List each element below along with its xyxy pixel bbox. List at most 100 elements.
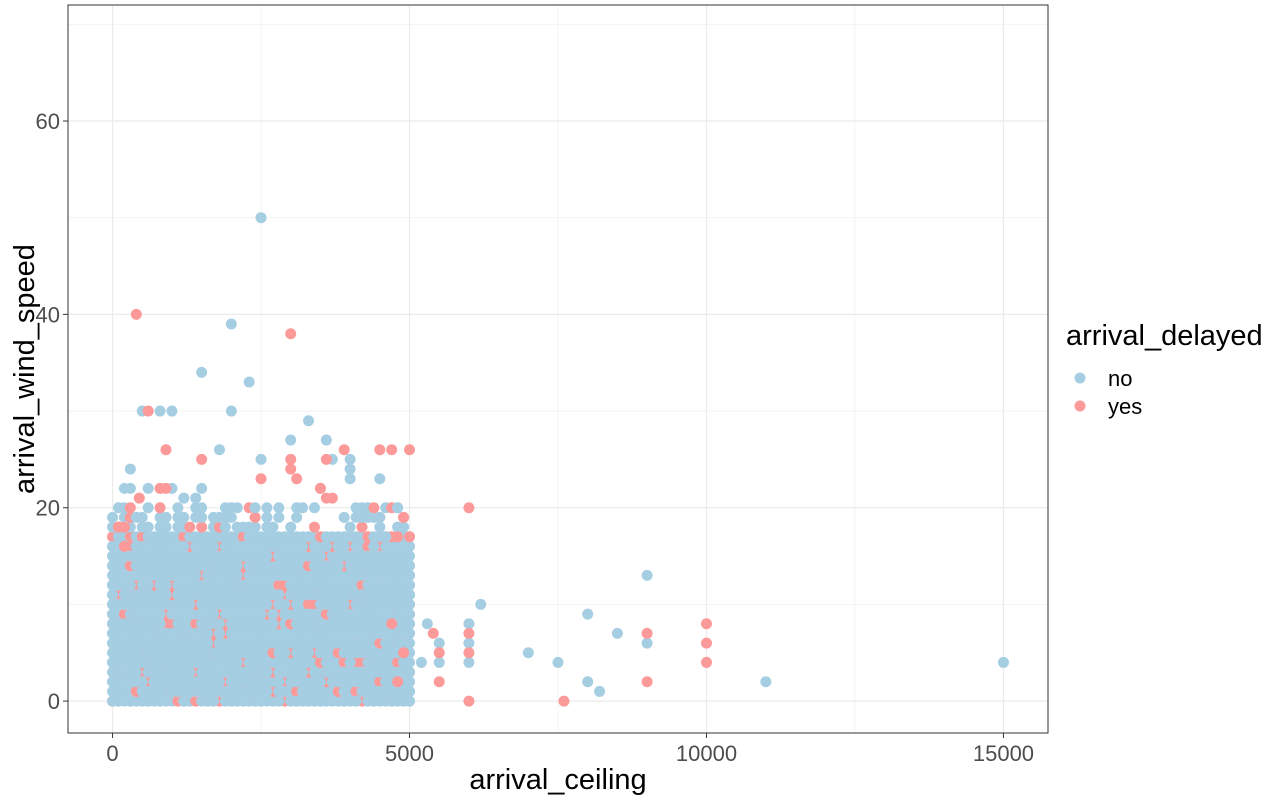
point-no	[130, 647, 142, 659]
point-no	[338, 685, 350, 697]
point-no	[374, 685, 386, 697]
point-no	[136, 676, 148, 688]
point-no	[124, 618, 136, 630]
point-no	[338, 589, 350, 601]
point-no	[398, 656, 410, 668]
point-no	[582, 676, 594, 688]
point-yes	[255, 473, 267, 485]
point-yes	[154, 502, 166, 514]
point-no	[421, 618, 433, 630]
point-no	[314, 676, 326, 688]
point-no	[237, 618, 249, 630]
point-yes	[398, 511, 410, 523]
point-yes	[463, 695, 475, 707]
point-no	[124, 579, 136, 591]
point-no	[404, 589, 416, 601]
point-no	[225, 550, 237, 562]
point-no	[303, 647, 315, 659]
point-no	[463, 656, 475, 668]
point-no	[273, 589, 285, 601]
point-no	[338, 598, 350, 610]
point-no	[112, 695, 124, 707]
x-tick-label: 5000	[385, 741, 434, 766]
point-no	[368, 540, 380, 552]
point-no	[112, 627, 124, 639]
point-no	[231, 647, 243, 659]
point-yes	[196, 453, 208, 465]
point-no	[291, 560, 303, 572]
point-no	[344, 521, 356, 533]
point-no	[172, 560, 184, 572]
point-no	[118, 598, 130, 610]
point-no	[297, 502, 309, 514]
point-no	[154, 598, 166, 610]
point-no	[273, 540, 285, 552]
point-no	[611, 627, 623, 639]
point-no	[475, 598, 487, 610]
point-no	[291, 579, 303, 591]
point-yes	[463, 627, 475, 639]
x-axis-ticks: 0 5000 10000 15000	[106, 733, 1034, 766]
point-no	[332, 637, 344, 649]
point-no	[404, 666, 416, 678]
point-no	[255, 656, 267, 668]
major-gridlines	[68, 5, 1048, 733]
point-no	[279, 647, 291, 659]
point-no	[142, 579, 154, 591]
point-yes	[285, 463, 297, 475]
point-no	[344, 569, 356, 581]
data-points	[112, 212, 1009, 707]
point-no	[130, 598, 142, 610]
point-no	[219, 598, 231, 610]
point-no	[219, 521, 231, 533]
point-no	[404, 579, 416, 591]
point-no	[107, 589, 119, 601]
point-no	[392, 637, 404, 649]
point-yes	[356, 521, 368, 533]
point-no	[190, 627, 202, 639]
point-no	[297, 656, 309, 668]
point-no	[166, 647, 178, 659]
point-no	[386, 598, 398, 610]
point-no	[136, 637, 148, 649]
point-no	[320, 656, 332, 668]
point-no	[279, 598, 291, 610]
point-no	[196, 511, 208, 523]
point-no	[231, 589, 243, 601]
point-no	[249, 521, 261, 533]
point-yes	[700, 656, 712, 668]
point-yes	[368, 502, 380, 514]
point-no	[374, 695, 386, 707]
point-yes	[392, 531, 404, 543]
point-no	[237, 695, 249, 707]
point-no	[231, 502, 243, 514]
point-no	[303, 618, 315, 630]
point-no	[641, 637, 653, 649]
point-no	[261, 502, 273, 514]
point-no	[219, 579, 231, 591]
point-no	[285, 550, 297, 562]
point-yes	[338, 444, 350, 456]
point-no	[356, 685, 368, 697]
point-no	[124, 463, 136, 475]
y-tick-label: 0	[48, 689, 60, 714]
point-no	[130, 666, 142, 678]
point-no	[291, 598, 303, 610]
point-no	[184, 579, 196, 591]
point-no	[118, 647, 130, 659]
point-no	[308, 540, 320, 552]
point-no	[552, 656, 564, 668]
point-yes	[320, 453, 332, 465]
point-yes	[133, 492, 145, 504]
point-no	[148, 685, 160, 697]
point-no	[374, 473, 386, 485]
point-no	[196, 502, 208, 514]
legend-swatch-yes	[1074, 400, 1086, 412]
point-no	[433, 637, 445, 649]
point-yes	[398, 647, 410, 659]
point-no	[136, 511, 148, 523]
point-no	[356, 560, 368, 572]
point-no	[297, 666, 309, 678]
point-no	[641, 569, 653, 581]
